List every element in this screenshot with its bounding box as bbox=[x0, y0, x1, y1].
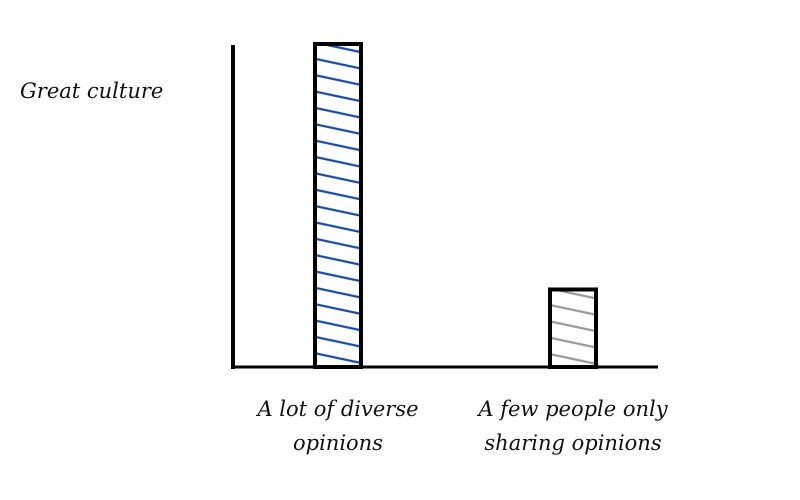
bar bbox=[548, 287, 598, 370]
x-tick-label: A lot of diverse opinions bbox=[257, 397, 419, 455]
bar bbox=[313, 42, 363, 369]
x-tick-label: A few people only sharing opinions bbox=[478, 397, 668, 455]
y-axis-label: Great culture bbox=[20, 79, 164, 103]
